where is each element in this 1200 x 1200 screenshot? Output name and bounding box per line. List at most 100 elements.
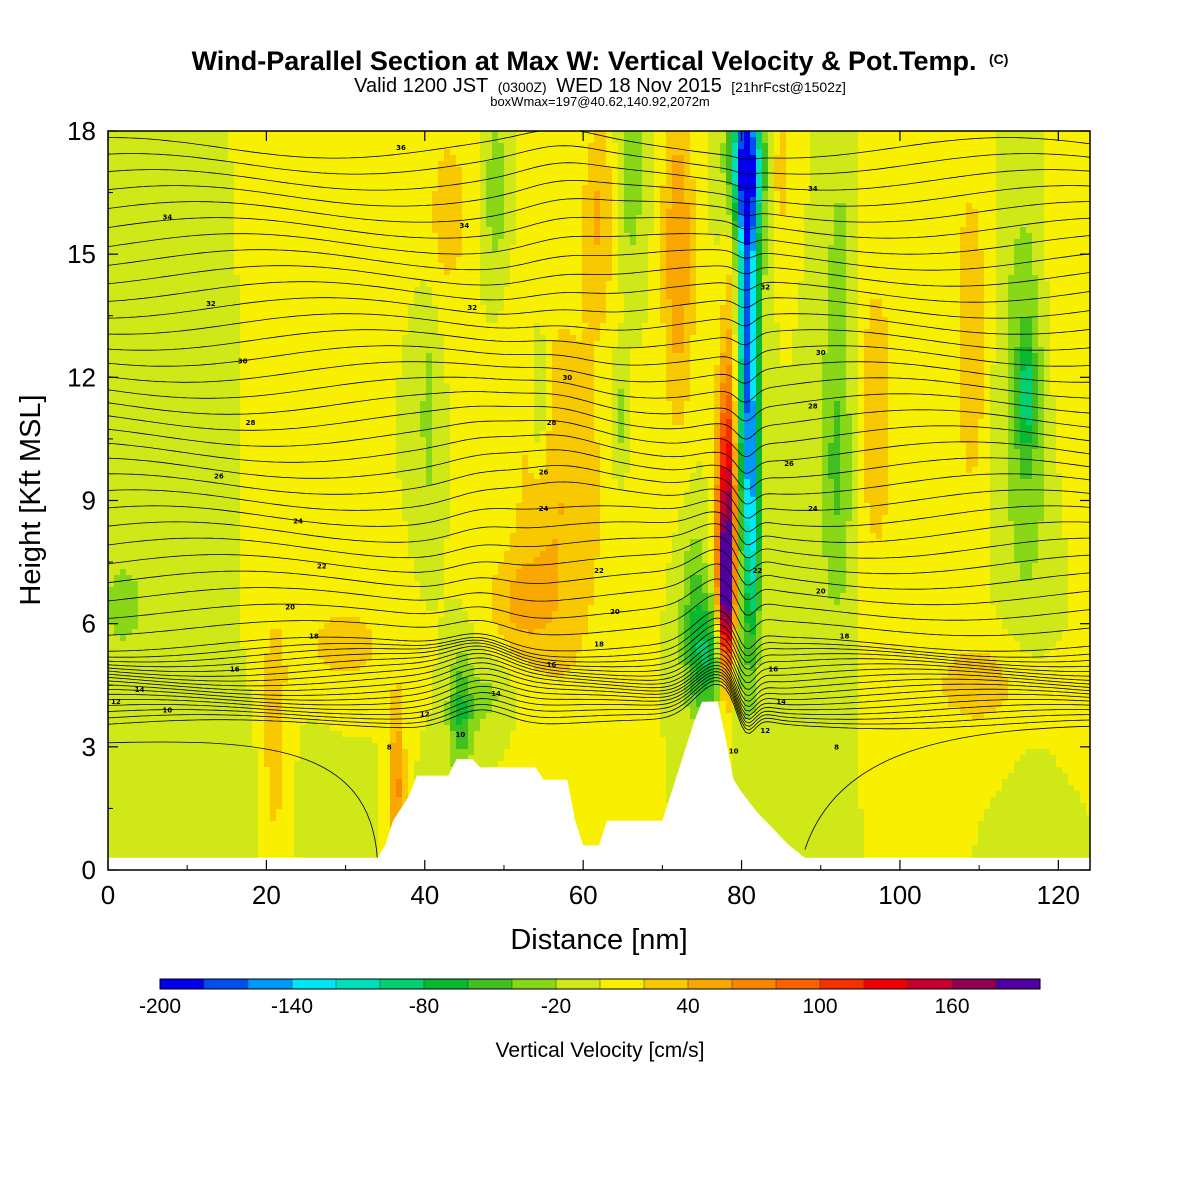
w-cell <box>948 305 955 312</box>
w-cell <box>1032 215 1039 222</box>
w-cell <box>186 197 193 204</box>
w-cell <box>780 257 787 264</box>
w-cell <box>474 287 481 294</box>
w-cell <box>858 173 865 180</box>
w-cell <box>978 251 985 258</box>
w-cell <box>114 209 121 216</box>
w-cell <box>600 221 607 228</box>
w-cell <box>600 149 607 156</box>
w-cell <box>432 173 439 180</box>
w-cell <box>210 287 217 294</box>
w-cell <box>1032 281 1039 288</box>
w-cell <box>318 173 325 180</box>
w-cell <box>510 137 517 144</box>
w-cell <box>348 245 355 252</box>
w-cell <box>528 251 535 258</box>
w-cell <box>426 137 433 144</box>
w-cell <box>258 131 265 138</box>
w-cell <box>900 161 907 168</box>
w-cell <box>654 221 661 228</box>
w-cell <box>954 197 961 204</box>
w-cell <box>552 167 559 174</box>
w-cell <box>324 185 331 192</box>
w-cell <box>402 167 409 174</box>
w-cell <box>612 263 619 270</box>
w-cell <box>600 155 607 162</box>
w-cell <box>144 287 151 294</box>
w-cell <box>936 239 943 246</box>
w-cell <box>234 185 241 192</box>
w-cell <box>552 203 559 210</box>
w-cell <box>540 209 547 216</box>
w-cell <box>810 215 817 222</box>
w-cell <box>978 215 985 222</box>
w-cell <box>444 227 451 234</box>
w-cell <box>330 209 337 216</box>
w-cell <box>564 173 571 180</box>
w-cell <box>234 149 241 156</box>
w-cell <box>480 311 487 318</box>
w-cell <box>228 251 235 258</box>
w-cell <box>474 257 481 264</box>
w-cell <box>426 203 433 210</box>
w-cell <box>186 179 193 186</box>
w-cell <box>978 263 985 270</box>
w-cell <box>852 143 859 150</box>
w-cell <box>426 245 433 252</box>
w-cell <box>108 161 115 168</box>
w-cell <box>228 257 235 264</box>
w-cell <box>522 209 529 216</box>
w-cell <box>924 203 931 210</box>
w-cell <box>198 257 205 264</box>
w-cell <box>462 131 469 138</box>
w-cell <box>1002 149 1009 156</box>
w-cell <box>126 311 133 318</box>
w-cell <box>588 131 595 138</box>
w-cell <box>600 203 607 210</box>
w-cell <box>600 137 607 144</box>
w-cell <box>390 149 397 156</box>
w-cell <box>282 299 289 306</box>
w-cell <box>1008 197 1015 204</box>
w-cell <box>522 233 529 240</box>
w-cell <box>444 173 451 180</box>
w-cell <box>240 311 247 318</box>
w-cell <box>714 161 721 168</box>
w-cell <box>900 239 907 246</box>
w-cell <box>522 269 529 276</box>
w-cell <box>600 281 607 288</box>
w-cell <box>438 179 445 186</box>
w-cell <box>876 269 883 276</box>
w-cell <box>246 149 253 156</box>
w-cell <box>642 221 649 228</box>
w-cell <box>900 257 907 264</box>
w-cell <box>606 173 613 180</box>
w-cell <box>462 143 469 150</box>
w-cell <box>900 167 907 174</box>
w-cell <box>672 131 679 138</box>
w-cell <box>168 263 175 270</box>
w-cell <box>1014 161 1021 168</box>
w-cell <box>432 227 439 234</box>
w-cell <box>438 149 445 156</box>
w-cell <box>594 239 601 246</box>
w-cell <box>834 197 841 204</box>
w-cell <box>696 227 703 234</box>
w-cell <box>846 155 853 162</box>
w-cell <box>270 185 277 192</box>
w-cell <box>732 137 739 144</box>
w-cell <box>1050 209 1057 216</box>
w-cell <box>474 251 481 258</box>
w-cell <box>606 245 613 252</box>
w-cell <box>492 143 499 150</box>
w-cell <box>120 149 127 156</box>
w-cell <box>444 275 451 282</box>
w-cell <box>120 173 127 180</box>
w-cell <box>468 143 475 150</box>
w-cell <box>768 131 775 138</box>
w-cell <box>672 149 679 156</box>
w-cell <box>276 275 283 282</box>
w-cell <box>894 257 901 264</box>
w-cell <box>318 149 325 156</box>
w-cell <box>876 131 883 138</box>
